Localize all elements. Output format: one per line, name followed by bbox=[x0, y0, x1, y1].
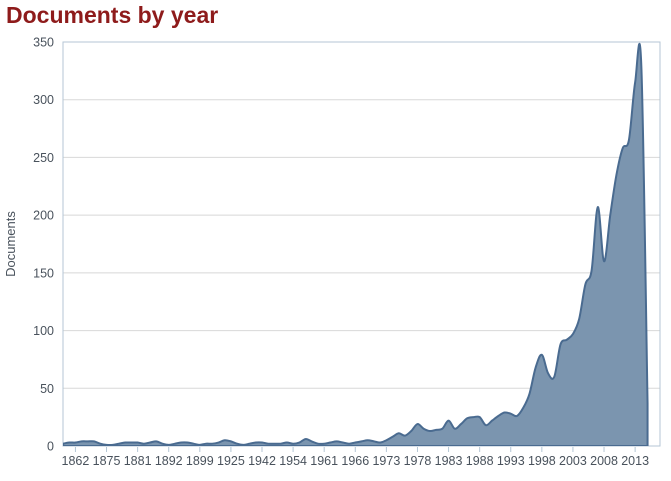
x-label-1966: 1966 bbox=[341, 454, 369, 468]
documents-area-path[interactable] bbox=[63, 42, 649, 446]
gridlines bbox=[63, 99, 660, 389]
x-label-1973: 1973 bbox=[372, 454, 400, 468]
y-axis-title: Documents bbox=[3, 211, 18, 277]
x-label-1954: 1954 bbox=[279, 454, 307, 468]
x-label-1925: 1925 bbox=[217, 454, 245, 468]
x-label-1942: 1942 bbox=[248, 454, 276, 468]
y-label-150: 150 bbox=[33, 266, 54, 280]
x-label-1998: 1998 bbox=[528, 454, 556, 468]
y-label-250: 250 bbox=[33, 151, 54, 165]
y-axis-labels: 0 50 100 150 200 250 300 350 bbox=[33, 36, 54, 454]
x-label-1899: 1899 bbox=[186, 454, 214, 468]
x-label-2003: 2003 bbox=[559, 454, 587, 468]
x-label-1978: 1978 bbox=[404, 454, 432, 468]
x-label-1983: 1983 bbox=[435, 454, 463, 468]
y-label-0: 0 bbox=[47, 440, 54, 454]
y-label-200: 200 bbox=[33, 209, 54, 223]
x-label-1881: 1881 bbox=[124, 454, 152, 468]
x-label-2008: 2008 bbox=[590, 454, 618, 468]
x-label-2013: 2013 bbox=[621, 454, 649, 468]
y-label-50: 50 bbox=[40, 382, 54, 396]
chart-title: Documents by year bbox=[6, 2, 219, 28]
y-label-350: 350 bbox=[33, 36, 54, 50]
x-label-1892: 1892 bbox=[155, 454, 183, 468]
x-label-1988: 1988 bbox=[466, 454, 494, 468]
y-label-100: 100 bbox=[33, 324, 54, 338]
area-series[interactable] bbox=[63, 42, 649, 446]
x-axis-labels: 1862 1875 1881 1892 1899 1925 1942 1954 1961 1966… bbox=[62, 454, 650, 468]
x-axis-ticks bbox=[74, 447, 636, 452]
x-label-1862: 1862 bbox=[62, 454, 90, 468]
y-label-300: 300 bbox=[33, 93, 54, 107]
x-label-1875: 1875 bbox=[93, 454, 121, 468]
x-label-1993: 1993 bbox=[497, 454, 525, 468]
x-label-1961: 1961 bbox=[310, 454, 338, 468]
